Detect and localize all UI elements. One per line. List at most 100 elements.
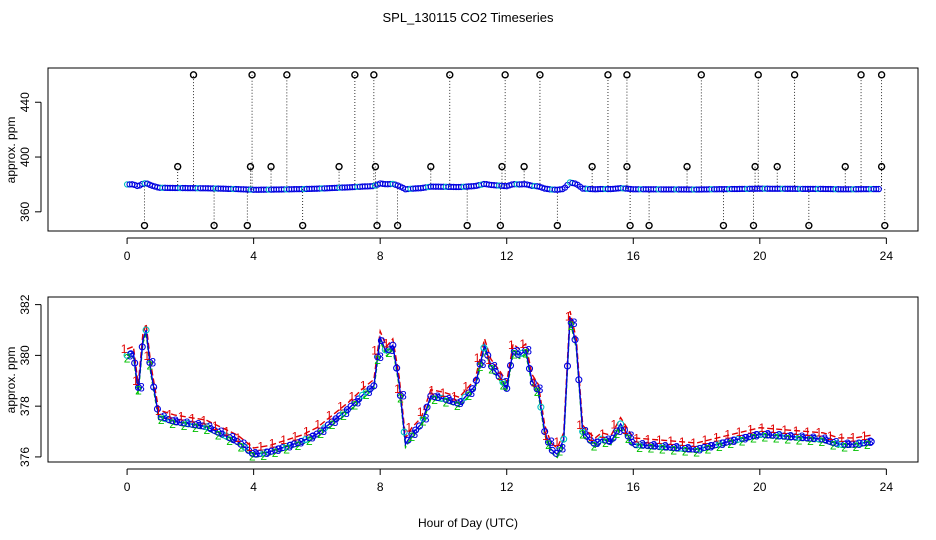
series-label-2: 2 bbox=[522, 346, 529, 360]
flag-point bbox=[754, 71, 762, 79]
series-label-1: 1 bbox=[474, 351, 481, 365]
series-marker bbox=[442, 395, 450, 403]
series-marker bbox=[525, 365, 534, 373]
series-marker bbox=[655, 442, 663, 450]
series-label-1: 1 bbox=[394, 382, 401, 396]
series-marker bbox=[803, 434, 811, 442]
series-label-2: 2 bbox=[579, 428, 586, 442]
series-label-2: 2 bbox=[477, 360, 484, 374]
series-marker bbox=[264, 448, 272, 456]
flag-point bbox=[645, 221, 653, 230]
flag-point bbox=[877, 71, 886, 79]
series-marker bbox=[730, 436, 739, 444]
series-label-1: 1 bbox=[645, 432, 652, 446]
series-label-1: 1 bbox=[702, 433, 709, 447]
bottom-x-tick-label: 8 bbox=[377, 480, 384, 494]
series-marker bbox=[400, 428, 408, 436]
series-label-2: 2 bbox=[636, 441, 643, 455]
series-marker bbox=[453, 399, 461, 407]
flag-point bbox=[697, 71, 705, 79]
series-label-3: 3 bbox=[856, 437, 863, 451]
series-marker bbox=[647, 442, 655, 450]
series-label-3: 3 bbox=[229, 431, 236, 445]
series-marker bbox=[279, 444, 287, 452]
series-marker bbox=[465, 389, 473, 397]
top-x-axis: 0 4 8 12 16 20 24 bbox=[124, 237, 894, 263]
series-marker bbox=[150, 383, 158, 391]
series-label-2: 2 bbox=[340, 409, 347, 423]
series-marker bbox=[438, 394, 446, 402]
bottom-x-axis: 0 4 8 12 16 20 24 bbox=[124, 468, 894, 494]
flag-point bbox=[335, 162, 343, 171]
series-marker bbox=[628, 438, 636, 446]
series-marker bbox=[461, 393, 469, 401]
series-label-3: 3 bbox=[446, 392, 453, 406]
series-label-1: 1 bbox=[531, 376, 538, 390]
series-label-3: 3 bbox=[172, 414, 179, 428]
series-marker bbox=[210, 426, 218, 434]
series-marker bbox=[643, 441, 651, 449]
series-marker bbox=[818, 435, 826, 443]
series-marker bbox=[560, 435, 568, 443]
series-label-1: 1 bbox=[838, 431, 845, 445]
series-label-1: 1 bbox=[371, 344, 378, 358]
series-marker bbox=[305, 434, 313, 442]
series-marker bbox=[666, 443, 674, 451]
series-label-2: 2 bbox=[249, 449, 256, 463]
series-label-1: 1 bbox=[349, 389, 356, 403]
series-marker bbox=[582, 432, 591, 440]
series-label-1: 1 bbox=[451, 390, 458, 404]
series-marker bbox=[484, 351, 492, 359]
series-label-1: 1 bbox=[770, 422, 777, 436]
series-label-3: 3 bbox=[525, 343, 532, 357]
series-label-1: 1 bbox=[656, 433, 663, 447]
series-marker bbox=[571, 336, 579, 344]
series-marker bbox=[708, 442, 716, 450]
series-label-2: 2 bbox=[545, 438, 552, 452]
series-label-1: 1 bbox=[462, 380, 469, 394]
series-label-1: 1 bbox=[200, 413, 207, 427]
series-marker bbox=[157, 413, 165, 421]
series-marker bbox=[222, 432, 230, 440]
bottom-y-axis: 376 378 380 382 bbox=[18, 294, 42, 467]
series-label-3: 3 bbox=[582, 425, 589, 439]
flag-point bbox=[427, 162, 435, 171]
series-label-3: 3 bbox=[708, 440, 715, 454]
series-marker bbox=[248, 449, 256, 457]
top-x-tick-label: 20 bbox=[753, 249, 767, 263]
series-marker bbox=[814, 435, 822, 443]
series-marker bbox=[768, 431, 777, 439]
series-marker bbox=[620, 426, 628, 434]
series-marker bbox=[374, 353, 382, 361]
series-label-2: 2 bbox=[591, 439, 598, 453]
series-label-3: 3 bbox=[548, 435, 555, 449]
series-marker bbox=[795, 433, 803, 441]
series-marker bbox=[191, 421, 199, 429]
top-x-tick-label: 24 bbox=[880, 249, 894, 263]
series-label-1: 1 bbox=[269, 437, 276, 451]
series-label-2: 2 bbox=[818, 435, 825, 449]
bottom-x-tick-label: 24 bbox=[880, 480, 894, 494]
series-marker bbox=[480, 344, 488, 352]
bottom-y-tick-label: 376 bbox=[18, 447, 32, 467]
series-label-3: 3 bbox=[127, 348, 134, 362]
series-marker bbox=[165, 416, 173, 424]
series-marker bbox=[207, 425, 215, 433]
series-marker bbox=[833, 440, 841, 448]
series-marker bbox=[377, 337, 385, 345]
series-marker bbox=[153, 405, 162, 413]
flag-point bbox=[751, 162, 759, 171]
series-marker bbox=[825, 437, 833, 445]
series-label-1: 1 bbox=[576, 418, 583, 432]
series-marker bbox=[161, 414, 169, 422]
series-marker bbox=[742, 433, 750, 441]
series-label-1: 1 bbox=[588, 430, 595, 444]
series-label-2: 2 bbox=[727, 437, 734, 451]
flag-point bbox=[501, 71, 509, 79]
series-marker bbox=[681, 444, 689, 452]
flag-point bbox=[174, 162, 182, 171]
series-label-2: 2 bbox=[283, 442, 290, 456]
series-label-3: 3 bbox=[241, 437, 248, 451]
series-marker bbox=[503, 384, 511, 392]
series-marker bbox=[867, 438, 875, 446]
